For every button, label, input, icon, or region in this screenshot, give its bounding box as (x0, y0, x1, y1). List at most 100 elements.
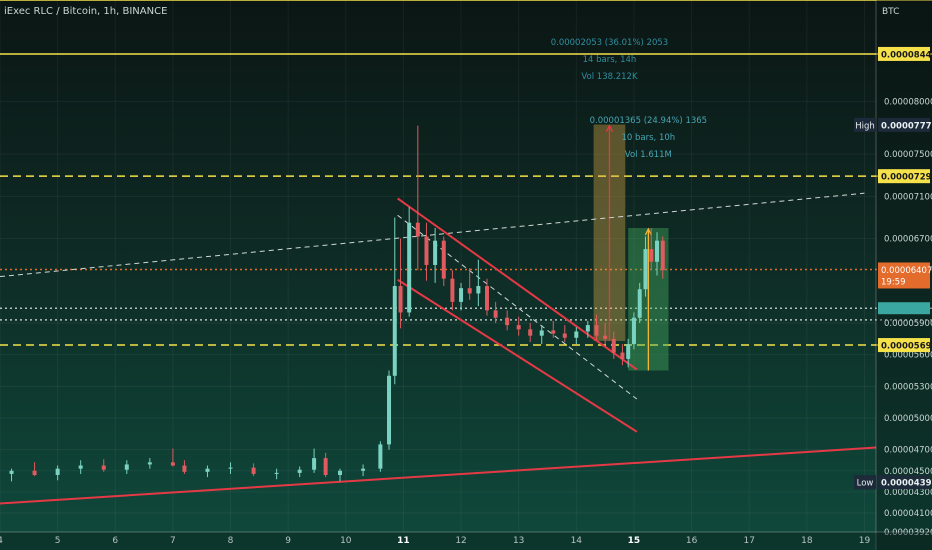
candle-body (649, 249, 654, 262)
candle-body (539, 330, 544, 336)
candle-body (101, 465, 106, 470)
time-tick-label: 10 (340, 536, 352, 546)
current-price-tag (878, 262, 930, 289)
measure-arrow-head (605, 124, 614, 132)
time-tick-label: 14 (571, 536, 583, 546)
trend-line (0, 192, 865, 278)
high-low-value-bg (878, 475, 930, 490)
price-tick-label: 0.00004500 (884, 467, 932, 477)
time-tick-label: 7 (170, 536, 176, 546)
price-level-value: 0.00008449 (881, 50, 932, 60)
candle-body (562, 333, 567, 338)
candle-body (493, 310, 498, 318)
candle-body (655, 240, 659, 262)
measure-arrow-head (644, 227, 652, 236)
candle-body (228, 467, 233, 469)
candle-body (433, 240, 438, 265)
candle-body (516, 325, 521, 330)
currency-label: BTC (882, 7, 899, 17)
high-low-tag (854, 117, 876, 132)
price-tick-label: 0.00004300 (884, 488, 932, 498)
candle-body (459, 288, 464, 302)
candle-body (251, 467, 256, 474)
candle-body (551, 330, 556, 334)
trend-lines (0, 192, 877, 505)
grid (0, 0, 876, 532)
price-tick-label: 0.00008000 (884, 97, 932, 107)
candle-body (78, 465, 83, 469)
high-low-tag-label: High (855, 121, 875, 131)
candle-body (124, 464, 129, 470)
bar-countdown: 19:59 (881, 277, 906, 287)
candle-body (626, 344, 631, 359)
candle-body (415, 222, 420, 237)
time-tick-label: 19 (859, 536, 871, 546)
candle-body (505, 317, 510, 326)
candle-body (660, 240, 665, 271)
time-tick-label: 18 (801, 536, 813, 546)
candle-body (361, 468, 366, 471)
high-low-tag (854, 475, 876, 490)
candle-body (594, 325, 599, 336)
candle-body (585, 325, 590, 332)
time-tick-label: 16 (686, 536, 698, 546)
candle-body (9, 470, 14, 474)
indicator-tag (878, 302, 930, 315)
candle-body (441, 240, 446, 279)
candle-body (312, 458, 317, 470)
candle-body (323, 458, 328, 475)
high-low-value-bg (878, 117, 930, 132)
price-level-tag (878, 46, 930, 61)
price-level-value: 0.00007291 (881, 173, 932, 183)
time-tick-label: 6 (112, 536, 118, 546)
candle-body (603, 335, 608, 339)
candle-body (467, 288, 472, 294)
candle-body (643, 249, 648, 290)
candle-body (574, 331, 579, 338)
high-low-tag-label: Low (857, 479, 874, 489)
measure-vol-label: Vol 138.212K (581, 72, 638, 82)
time-tick-label: 12 (455, 536, 466, 546)
time-tick-label: 8 (228, 536, 234, 546)
price-tick-label: 0.00005300 (884, 382, 932, 392)
candle-body (392, 286, 397, 376)
time-tick-label: 4 (0, 536, 3, 546)
price-axis[interactable]: BTC 0.00008000 0.00007500 0.00007100 0.00006… (854, 0, 932, 550)
time-tick-label: 11 (397, 536, 410, 546)
time-tick-label: 5 (55, 536, 61, 546)
candle-body (631, 317, 636, 345)
candle-body (378, 444, 383, 469)
candle-body (387, 375, 392, 445)
candle-body (297, 469, 302, 473)
time-tick-label: 9 (285, 536, 291, 546)
time-axis[interactable]: 4 5 6 7 8 9 10 11 12 13 14 15 16 17 18 19 (0, 531, 932, 550)
price-tick-label: 0.00005600 (884, 351, 932, 361)
trend-line (397, 197, 638, 371)
price-tick-label: 0.00007500 (884, 150, 932, 160)
price-tick-label: 0.00007100 (884, 192, 932, 202)
candle-body (182, 465, 187, 472)
high-low-value: 0.00007777 (881, 121, 932, 131)
candle-body (476, 286, 481, 294)
price-tick-label: 0.00003920 (884, 528, 932, 538)
current-price-value: 0.00006407 (881, 266, 932, 276)
measure-label: 0.00001365 (24.94%) 1365 (590, 116, 707, 126)
horizontal-levels (0, 0, 932, 346)
price-level-value: 0.00005691 (881, 342, 932, 352)
candle-body (55, 468, 60, 475)
trend-line (397, 278, 638, 433)
candle-body (450, 278, 455, 302)
high-low-value: 0.00004392 (881, 479, 932, 489)
price-tick-label: 0.00005900 (884, 319, 932, 329)
price-tick-label: 0.00004100 (884, 509, 932, 519)
price-tick-label: 0.00005000 (884, 414, 932, 424)
candle-body (484, 286, 489, 311)
price-level-tag (878, 338, 930, 353)
price-tick-label: 0.00006700 (884, 235, 932, 245)
candle-body (338, 470, 343, 475)
candle-body (205, 468, 210, 472)
time-tick-label: 13 (513, 536, 524, 546)
measure-label: 0.00002053 (36.01%) 2053 (551, 38, 668, 48)
candle-body (611, 338, 616, 353)
